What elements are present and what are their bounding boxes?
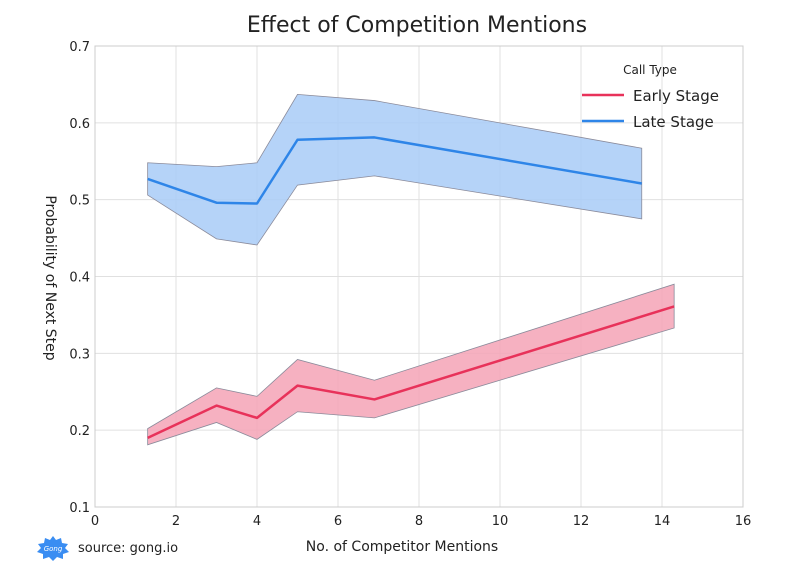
y-tick-label: 0.3 — [69, 347, 90, 362]
y-axis-ticks: 0.1 0.2 0.3 0.4 0.5 0.6 0.7 — [69, 40, 90, 516]
y-tick-label: 0.5 — [69, 194, 90, 209]
x-tick-label: 14 — [654, 514, 671, 529]
x-axis-label: No. of Competitor Mentions — [306, 539, 498, 555]
x-tick-label: 8 — [415, 514, 423, 529]
logo-wordmark: Gong — [44, 545, 63, 553]
x-tick-label: 6 — [334, 514, 342, 529]
y-tick-label: 0.4 — [69, 271, 90, 286]
y-tick-label: 0.1 — [69, 501, 90, 516]
early-stage-confidence-band — [147, 283, 675, 446]
x-tick-label: 0 — [91, 514, 99, 529]
chart-title: Effect of Competition Mentions — [247, 13, 587, 38]
early-stage-line — [147, 305, 675, 439]
x-tick-label: 2 — [172, 514, 180, 529]
y-tick-label: 0.6 — [69, 117, 90, 132]
y-tick-label: 0.2 — [69, 424, 90, 439]
x-tick-label: 12 — [573, 514, 590, 529]
plot-frame — [94, 45, 744, 508]
source-text: source: gong.io — [78, 540, 179, 556]
gong-logo-icon: Gong — [37, 536, 69, 561]
y-axis-label: Probability of Next Step — [42, 195, 58, 360]
x-tick-label: 16 — [735, 514, 752, 529]
legend: Call Type Early Stage Late Stage — [582, 63, 719, 131]
confidence-bands — [147, 93, 675, 446]
late-stage-confidence-band — [147, 93, 643, 246]
x-axis-ticks: 0 2 4 6 8 10 12 14 16 — [91, 514, 751, 529]
source-footer: Gong source: gong.io — [36, 536, 179, 561]
legend-title: Call Type — [623, 63, 677, 77]
x-tick-label: 4 — [253, 514, 261, 529]
y-tick-label: 0.7 — [69, 40, 90, 55]
series-lines — [147, 136, 675, 439]
late-stage-line — [147, 136, 642, 205]
legend-label-late-stage: Late Stage — [633, 113, 714, 131]
legend-label-early-stage: Early Stage — [633, 87, 719, 105]
x-tick-label: 10 — [492, 514, 509, 529]
